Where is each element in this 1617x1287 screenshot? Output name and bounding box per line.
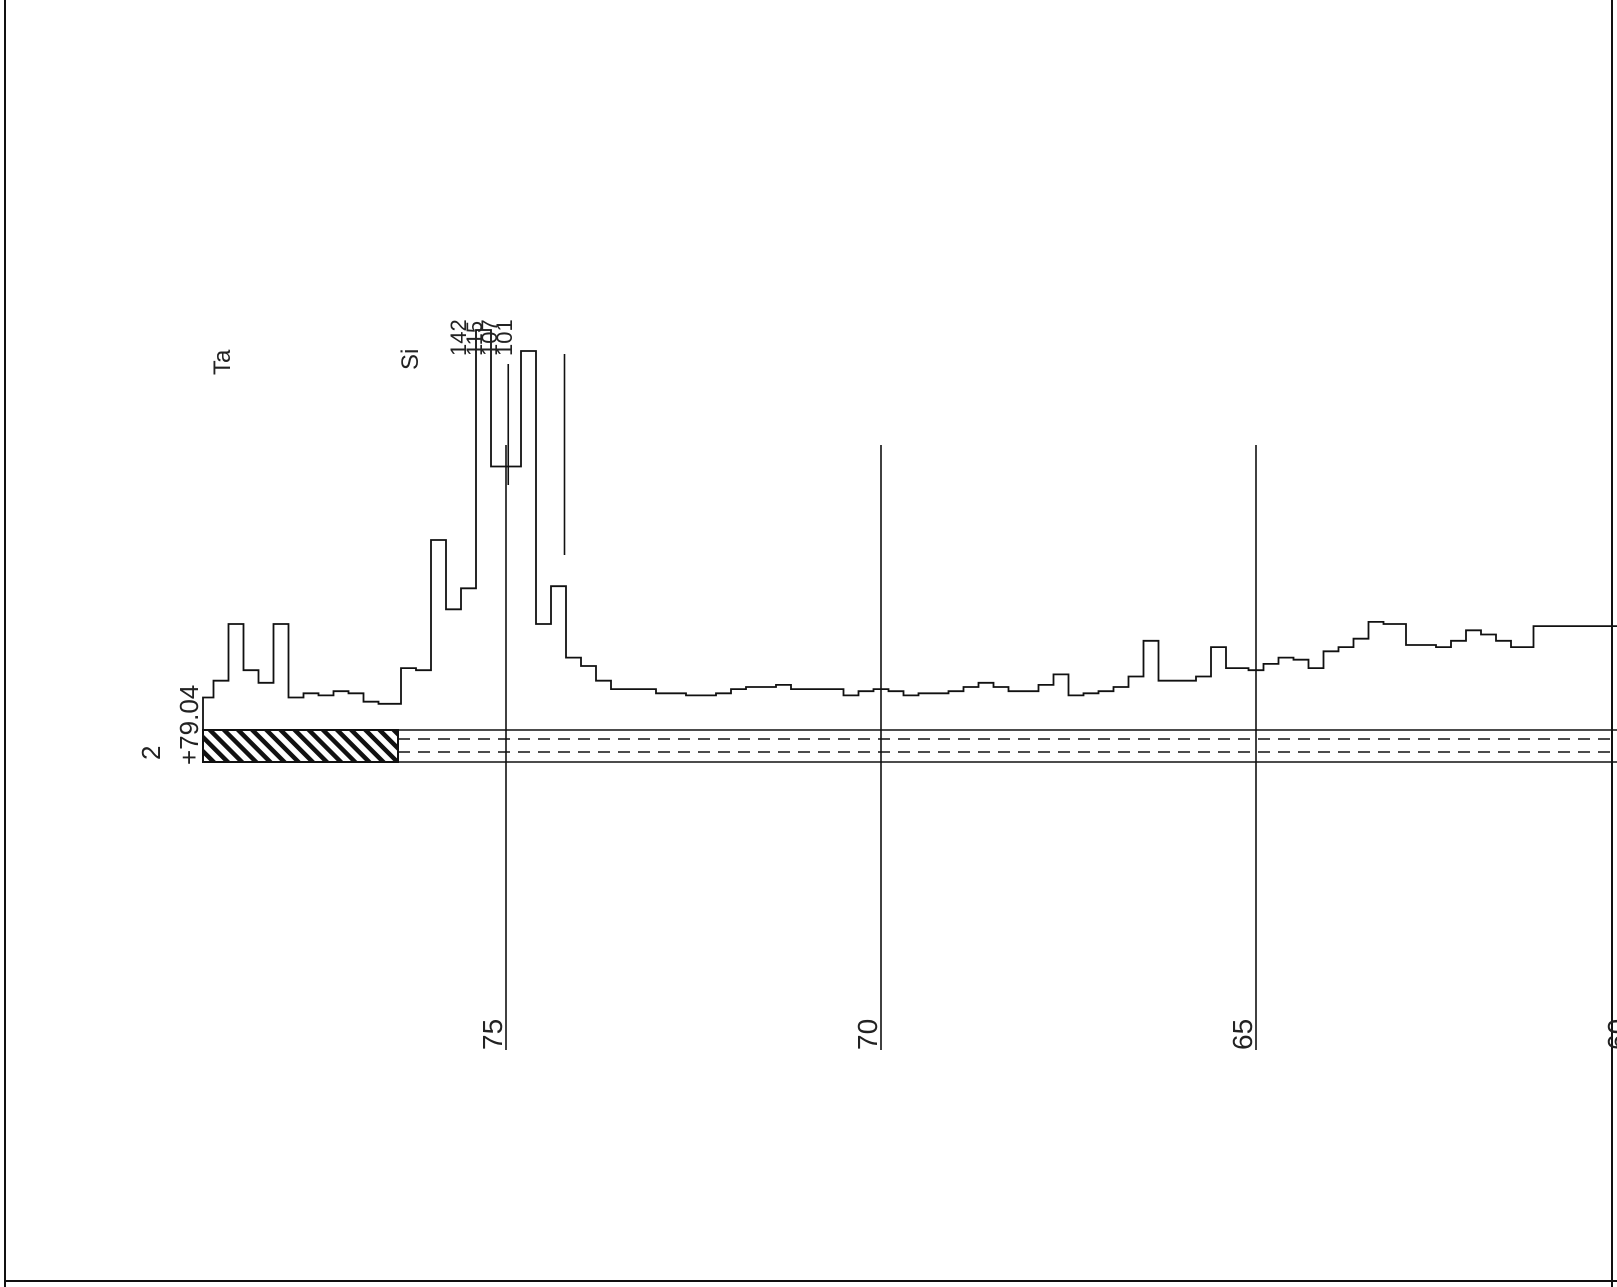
depth-tick-label-65: 65 xyxy=(1227,1019,1258,1050)
outlier-label-4: 101 xyxy=(492,319,517,356)
frame xyxy=(4,0,1617,1287)
depth-tick-lines xyxy=(505,445,1257,1050)
borehole-id: 2 xyxy=(136,746,166,760)
ground-strip xyxy=(202,729,1617,763)
depth-tick-labels: 75 70 65 60 xyxy=(477,1019,1617,1050)
label-ta: Ta xyxy=(209,349,236,375)
outlier-label-2: 115 xyxy=(462,321,487,356)
depth-tick-label-60: 60 xyxy=(1602,1019,1617,1050)
hatched-fill xyxy=(202,729,399,763)
outlier-label-1: 142 xyxy=(446,319,471,356)
outlier-label-3: 107 xyxy=(477,319,502,356)
outlier-lines xyxy=(507,354,566,555)
elevation-label: +79.04 xyxy=(174,685,204,765)
label-si: Si xyxy=(397,349,424,370)
depth-tick-label-70: 70 xyxy=(852,1019,883,1050)
profile-line-series xyxy=(202,329,1617,730)
labels: Ta Si 142 115 107 101 2 +79.04 xyxy=(136,319,517,765)
depth-tick-label-75: 75 xyxy=(477,1019,508,1050)
